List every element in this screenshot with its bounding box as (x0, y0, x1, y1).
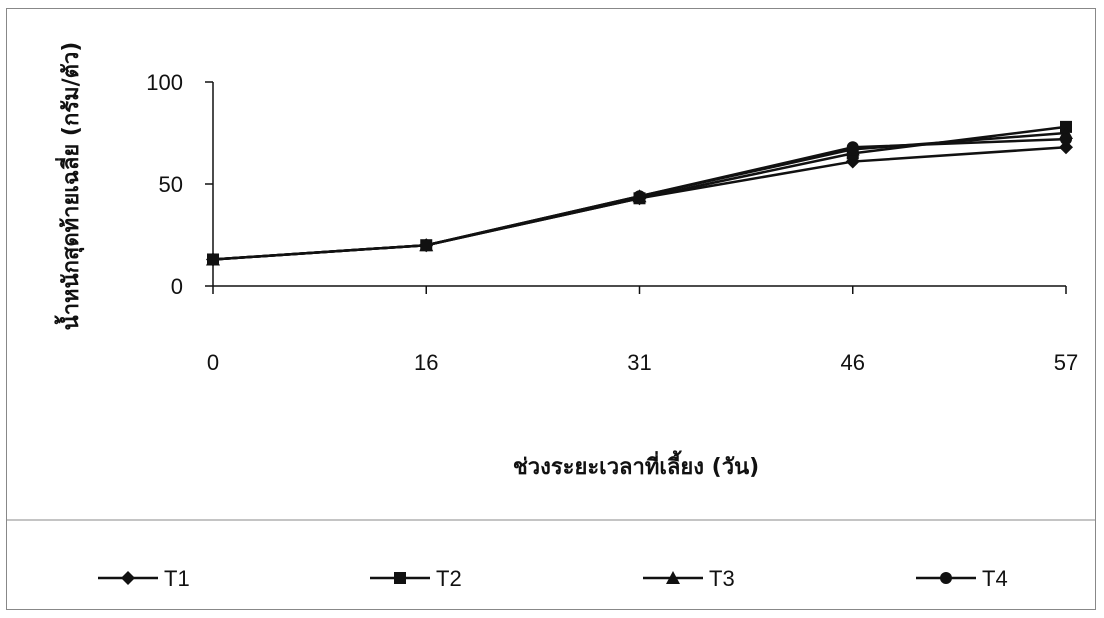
data-point (633, 190, 646, 203)
x-tick-label: 0 (207, 350, 219, 375)
data-point (846, 141, 859, 154)
y-tick-label: 0 (171, 274, 183, 299)
legend-item-t1: T1 (98, 566, 190, 591)
x-axis-title: ช่วงระยะเวลาที่เลี้ยง (วัน) (513, 450, 759, 480)
legend-label: T3 (709, 566, 735, 591)
legend-marker (121, 571, 135, 585)
axes: 0 50 100 0 16 31 46 57 (146, 70, 1078, 375)
legend-marker (394, 572, 406, 584)
legend: T1 T2 T3 T4 (98, 566, 1008, 591)
x-tick-label: 31 (627, 350, 651, 375)
y-axis-title: น้ำหนักสุดท้ายเฉลี่ย (กรัม/ตัว) (54, 42, 85, 331)
legend-item-t4: T4 (916, 566, 1008, 591)
legend-marker (666, 571, 680, 584)
chart-frame (6, 8, 1096, 610)
data-point (207, 253, 219, 266)
y-tick-label: 50 (159, 172, 183, 197)
x-tick-label: 16 (414, 350, 438, 375)
legend-marker (940, 572, 952, 584)
data-point (1060, 133, 1072, 146)
y-tick-label: 100 (146, 70, 183, 95)
x-tick-label: 46 (841, 350, 865, 375)
legend-label: T2 (436, 566, 462, 591)
legend-item-t3: T3 (643, 566, 735, 591)
legend-label: T1 (164, 566, 190, 591)
legend-item-t2: T2 (370, 566, 462, 591)
data-point (420, 239, 433, 252)
legend-label: T4 (982, 566, 1008, 591)
series-layer (206, 120, 1073, 267)
series-t4 (207, 133, 1072, 266)
x-tick-label: 57 (1054, 350, 1078, 375)
